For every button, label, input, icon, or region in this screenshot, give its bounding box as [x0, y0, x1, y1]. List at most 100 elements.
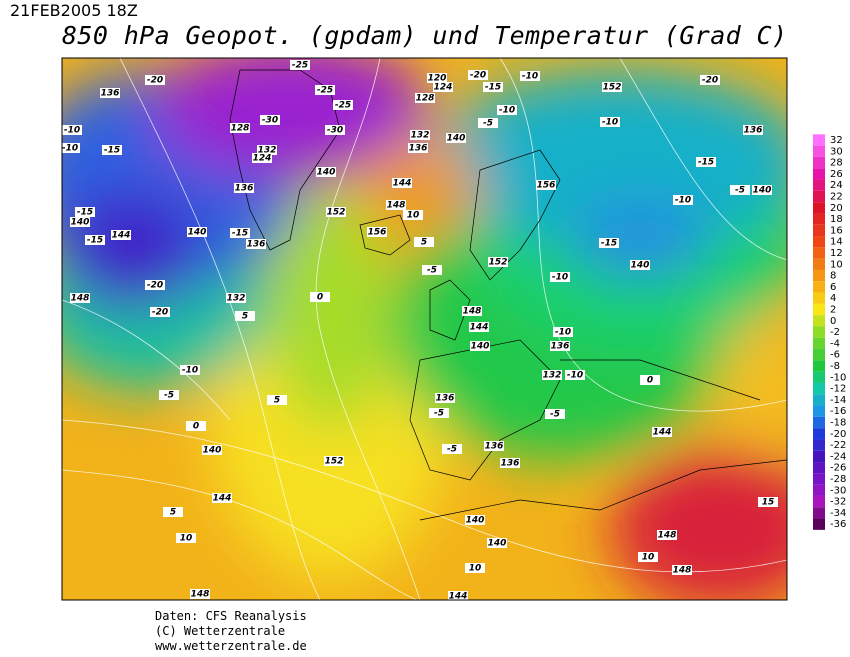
label-box: [520, 71, 540, 81]
label-box: [159, 390, 179, 400]
label-box: [392, 178, 412, 188]
label-box: [70, 293, 90, 303]
label-box: [150, 307, 170, 317]
colorbar-swatch: [813, 518, 825, 530]
label-box: [640, 375, 660, 385]
map-label: 136: [409, 144, 428, 154]
colorbar-swatch: [813, 213, 825, 225]
map-label: 140: [188, 228, 207, 238]
colorbar-label: -26: [830, 463, 846, 474]
label-box: [180, 365, 200, 375]
map-label: -30: [262, 116, 278, 126]
label-box: [102, 145, 122, 155]
colorbar-label: 0: [830, 316, 836, 327]
label-box: [260, 115, 280, 125]
colorbar-label: -30: [830, 485, 846, 496]
label-box: [484, 441, 504, 451]
footer-line: www.wetterzentrale.de: [155, 639, 307, 653]
label-box: [429, 408, 449, 418]
colorbar-swatch: [813, 439, 825, 451]
map-label: 0: [193, 422, 199, 432]
map-label: 136: [485, 442, 504, 452]
label-box: [230, 228, 250, 238]
label-box: [326, 207, 346, 217]
label-box: [70, 217, 90, 227]
label-box: [100, 88, 120, 98]
map-label: 152: [603, 83, 622, 93]
map-label: -20: [470, 71, 486, 81]
map-label: 132: [227, 294, 246, 304]
map-label: -20: [152, 308, 168, 318]
label-box: [758, 497, 778, 507]
label-box: [324, 456, 344, 466]
colorbar-label: 8: [830, 271, 836, 282]
colorbar-label: 32: [830, 135, 843, 146]
label-box: [403, 210, 423, 220]
map-label: 136: [744, 126, 763, 136]
map-label: 5: [421, 238, 427, 248]
map-label: 124: [434, 83, 453, 93]
map-label: 10: [469, 564, 482, 574]
colorbar-swatch: [813, 450, 825, 463]
map-label: -5: [550, 410, 560, 420]
colorbar-swatch: [813, 371, 825, 383]
map-label: -10: [64, 126, 80, 136]
colorbar-swatch: [813, 145, 825, 157]
colorbar-swatch: [813, 382, 825, 395]
map-label: -20: [147, 281, 163, 291]
label-box: [448, 591, 468, 600]
map-label: -5: [427, 266, 437, 276]
label-box: [325, 125, 345, 135]
map-label: -5: [164, 391, 174, 401]
colorbar-label: -32: [830, 497, 846, 508]
colorbar-swatch: [813, 134, 825, 146]
label-box: [367, 227, 387, 237]
label-box: [427, 73, 447, 83]
label-box: [638, 552, 658, 562]
colorbar-swatch: [813, 495, 825, 508]
colorbar-label: -14: [830, 395, 846, 406]
map-label: -5: [735, 186, 745, 196]
label-box: [470, 341, 490, 351]
map-label: 144: [213, 494, 232, 504]
map: 136-20-10-10 -15128-30132124-25-25-25-301…: [62, 58, 787, 600]
map-label: 120: [428, 74, 447, 84]
map-label: -15: [698, 158, 714, 168]
map-label: -15: [232, 229, 248, 239]
map-label: 136: [436, 394, 455, 404]
label-box: [478, 118, 498, 128]
map-label: 0: [647, 376, 653, 386]
colorbar-swatch: [813, 156, 825, 169]
colorbar-swatch: [813, 349, 825, 361]
map-label: 140: [317, 168, 336, 178]
map-label: 144: [112, 231, 131, 241]
map-label: -5: [434, 409, 444, 419]
map-label: 10: [180, 534, 193, 544]
map-label: 148: [463, 307, 482, 317]
label-box: [187, 227, 207, 237]
colorbar-label: -18: [830, 418, 846, 429]
map-label: 5: [274, 396, 280, 406]
map-label: -25: [335, 101, 351, 111]
map-label: 144: [470, 323, 489, 333]
colorbar-label: -20: [830, 429, 846, 440]
label-box: [542, 370, 562, 380]
colorbar-label: -16: [830, 406, 846, 417]
footer-line: (C) Wetterzentrale: [155, 624, 285, 638]
map-label: 128: [416, 94, 435, 104]
colorbar-label: 12: [830, 248, 843, 259]
label-box: [310, 292, 330, 302]
label-box: [435, 393, 455, 403]
label-box: [469, 322, 489, 332]
colorbar-label: 16: [830, 225, 843, 236]
label-box: [672, 565, 692, 575]
label-box: [315, 85, 335, 95]
map-label: -30: [327, 126, 343, 136]
label-box: [730, 185, 750, 195]
label-box: [550, 341, 570, 351]
map-label: 152: [489, 258, 508, 268]
label-box: [202, 445, 222, 455]
map-label: -10: [62, 144, 78, 154]
map-label: 136: [235, 184, 254, 194]
label-box: [386, 200, 406, 210]
